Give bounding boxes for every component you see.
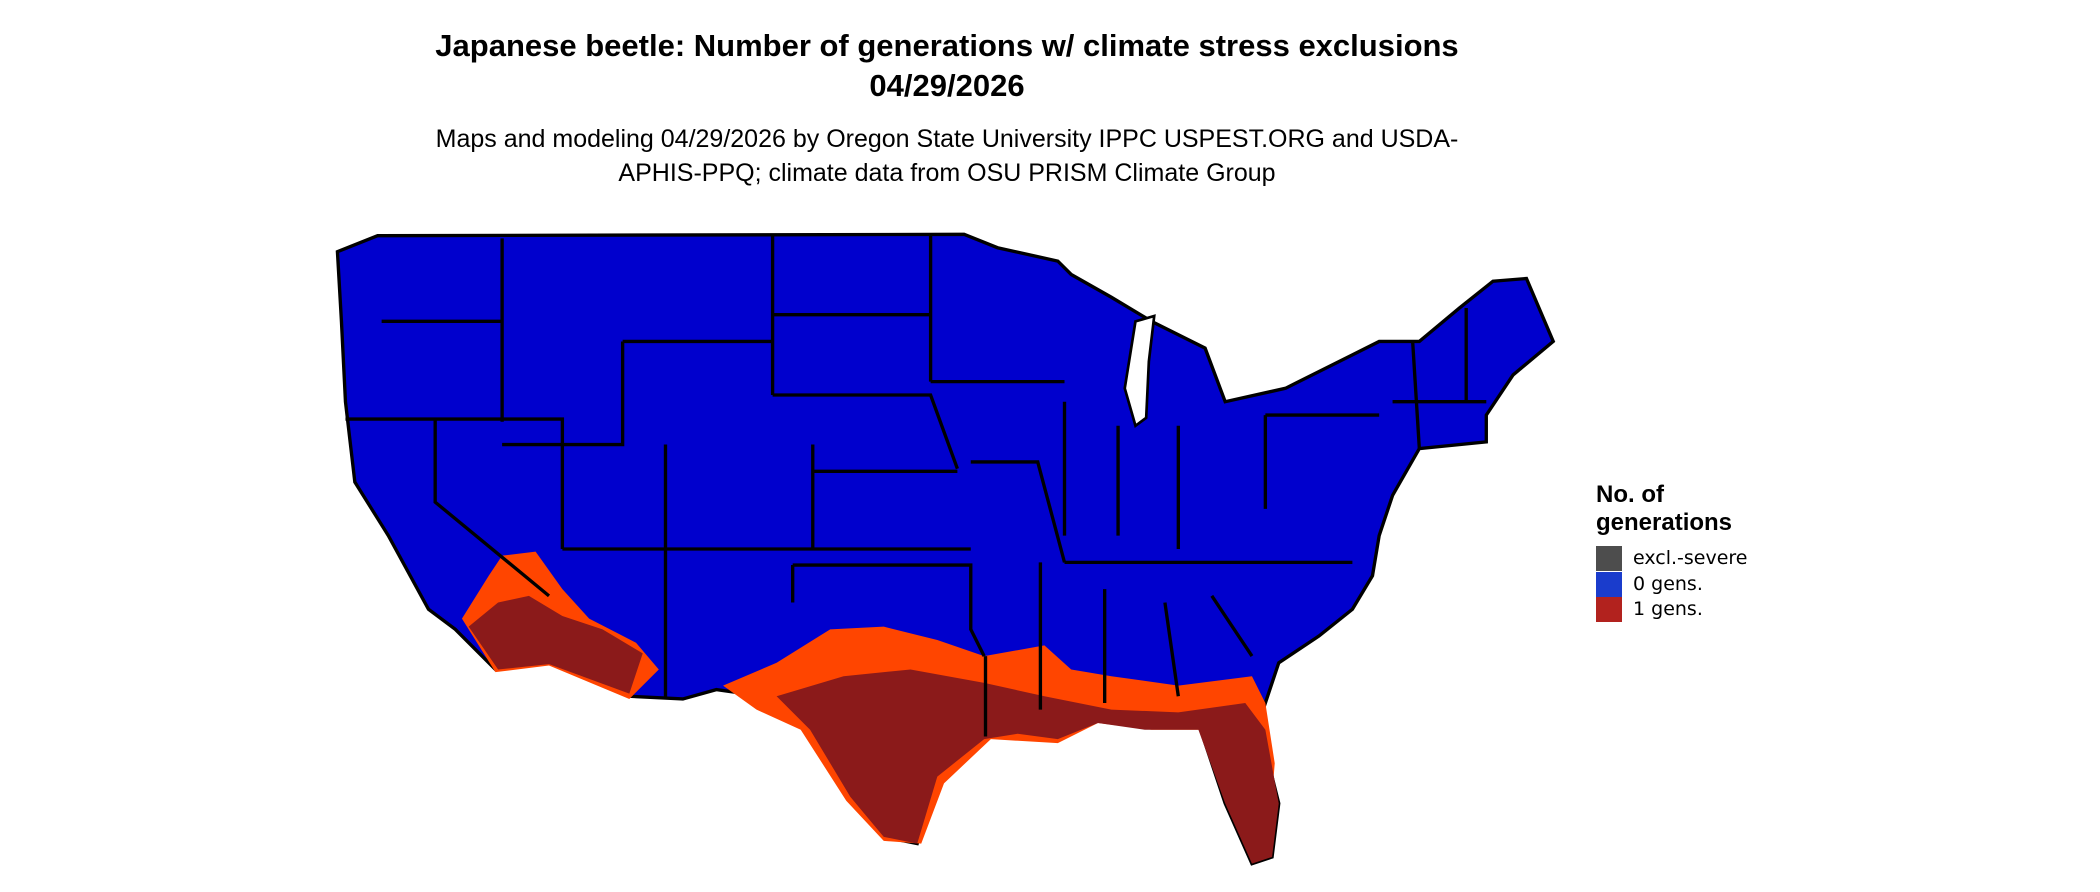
map-title: Japanese beetle: Number of generations w… <box>435 28 1459 103</box>
legend-label: 1 gens. <box>1633 598 1703 620</box>
legend-label: 0 gens. <box>1633 572 1703 595</box>
legend-swatch <box>1596 597 1622 622</box>
lake-michigan <box>1123 314 1156 429</box>
legend-label: excl.-severe <box>1633 547 1748 569</box>
legend-swatch <box>1596 546 1622 571</box>
map-body <box>335 232 1556 866</box>
map-subtitle: Maps and modeling 04/29/2026 by Oregon S… <box>435 125 1459 187</box>
legend-swatch <box>1596 571 1622 597</box>
dark-red-zone <box>776 669 1279 864</box>
state-borders <box>345 235 1487 737</box>
legend-title: No. of generations <box>1596 481 1733 536</box>
southwest-red-zone <box>468 595 643 694</box>
